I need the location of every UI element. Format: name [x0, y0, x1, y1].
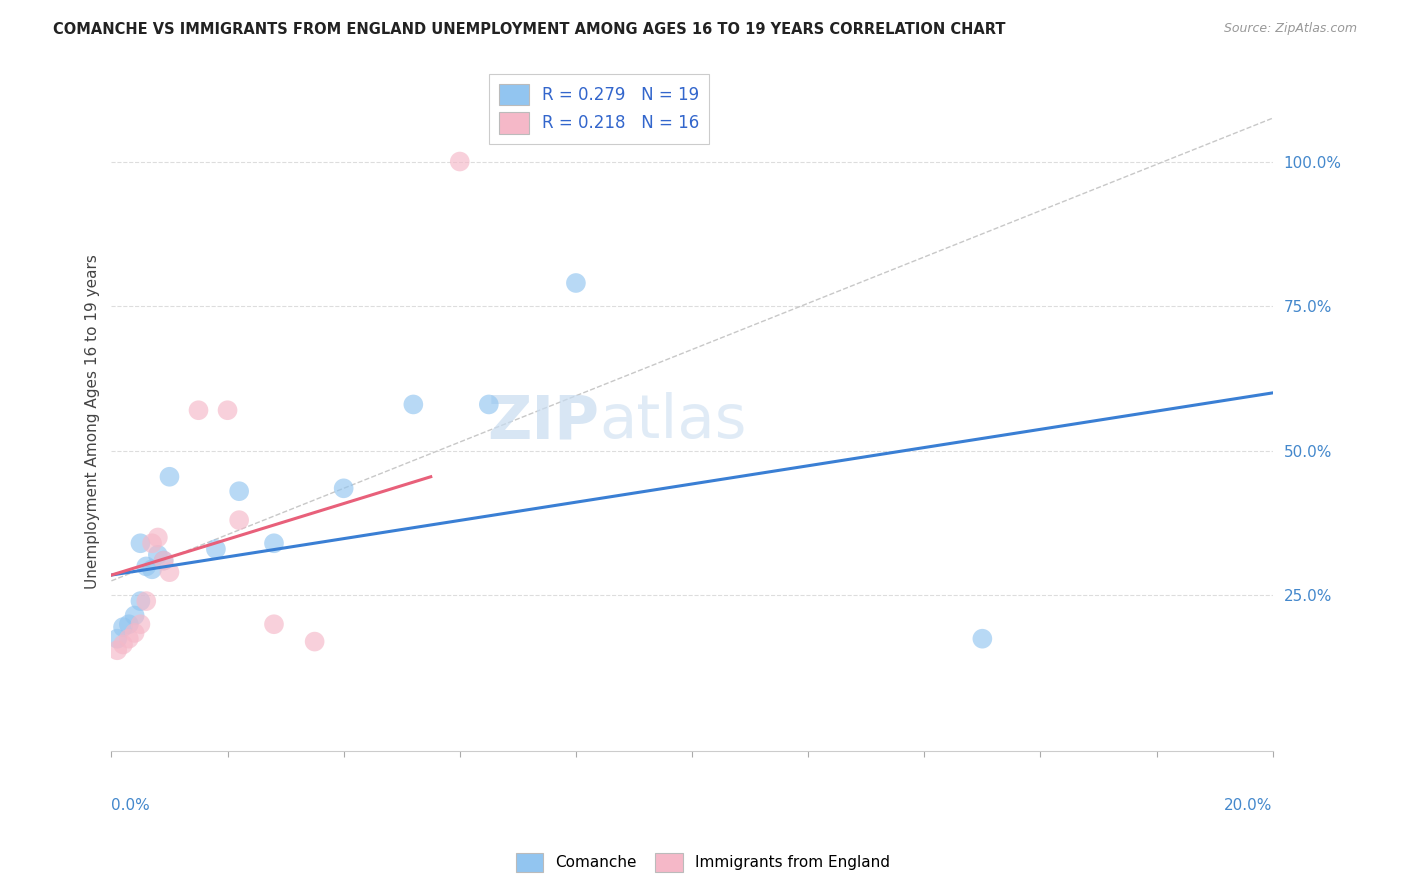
- Point: [205, 542, 228, 557]
- Text: 0.0%: 0.0%: [111, 797, 150, 813]
- Point: [118, 617, 141, 632]
- Point: [159, 469, 181, 483]
- Point: [159, 565, 181, 579]
- Point: [187, 403, 209, 417]
- Point: [141, 536, 163, 550]
- Point: [228, 484, 250, 499]
- Point: [111, 638, 134, 652]
- Point: [141, 562, 163, 576]
- Text: COMANCHE VS IMMIGRANTS FROM ENGLAND UNEMPLOYMENT AMONG AGES 16 TO 19 YEARS CORRE: COMANCHE VS IMMIGRANTS FROM ENGLAND UNEM…: [53, 22, 1005, 37]
- Point: [129, 594, 152, 608]
- Point: [135, 594, 157, 608]
- Point: [263, 536, 285, 550]
- Point: [146, 548, 169, 562]
- Point: [146, 531, 169, 545]
- Point: [304, 634, 326, 648]
- Point: [332, 481, 354, 495]
- Text: ZIP: ZIP: [486, 392, 599, 451]
- Y-axis label: Unemployment Among Ages 16 to 19 years: Unemployment Among Ages 16 to 19 years: [86, 254, 100, 590]
- Point: [105, 643, 128, 657]
- Point: [118, 632, 141, 646]
- Point: [565, 276, 588, 290]
- Legend: Comanche, Immigrants from England: Comanche, Immigrants from England: [508, 845, 898, 880]
- Point: [135, 559, 157, 574]
- Text: atlas: atlas: [599, 392, 747, 451]
- Point: [228, 513, 250, 527]
- Legend: R = 0.279   N = 19, R = 0.218   N = 16: R = 0.279 N = 19, R = 0.218 N = 16: [489, 74, 710, 144]
- Point: [449, 154, 471, 169]
- Point: [152, 553, 174, 567]
- Point: [111, 620, 134, 634]
- Point: [972, 632, 994, 646]
- Point: [402, 397, 425, 411]
- Point: [124, 626, 146, 640]
- Point: [263, 617, 285, 632]
- Point: [129, 536, 152, 550]
- Point: [105, 632, 128, 646]
- Point: [124, 608, 146, 623]
- Text: 20.0%: 20.0%: [1225, 797, 1272, 813]
- Point: [129, 617, 152, 632]
- Point: [152, 553, 174, 567]
- Point: [478, 397, 501, 411]
- Point: [217, 403, 239, 417]
- Text: Source: ZipAtlas.com: Source: ZipAtlas.com: [1223, 22, 1357, 36]
